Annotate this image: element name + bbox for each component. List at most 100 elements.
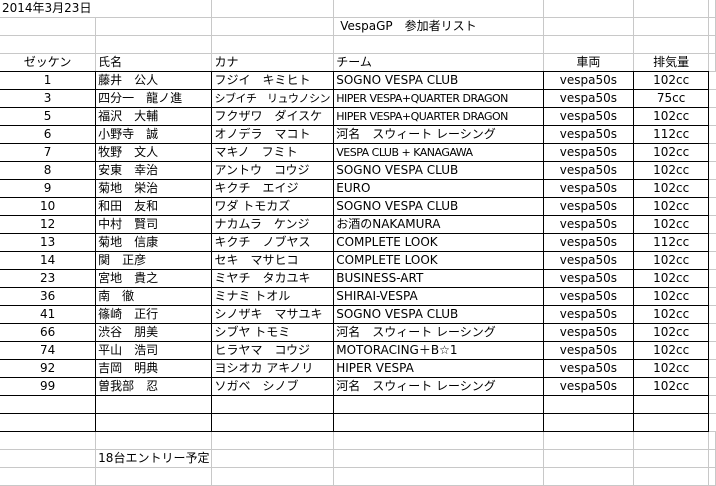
cell[interactable] (632, 35, 710, 54)
cell[interactable] (708, 341, 716, 360)
name-cell[interactable]: 中村 賢司 (95, 215, 213, 234)
team-cell[interactable]: VESPA CLUB + KANAGAWA (333, 143, 544, 162)
displacement-cell[interactable]: 102cc (632, 323, 710, 342)
cell[interactable] (0, 17, 97, 36)
displacement-cell[interactable]: 102cc (632, 179, 710, 198)
kana-cell[interactable]: ヒラヤマ コウジ (211, 341, 335, 360)
displacement-cell[interactable]: 102cc (632, 341, 710, 360)
team-cell[interactable]: SOGNO VESPA CLUB (333, 197, 544, 216)
number-cell[interactable]: 13 (0, 233, 97, 252)
vehicle-cell[interactable]: vespa50s (542, 233, 635, 252)
footer-note[interactable]: 18台エントリー予定 (95, 449, 213, 468)
kana-cell[interactable]: キクチ エイジ (211, 179, 335, 198)
name-cell[interactable]: 宮地 貴之 (95, 269, 213, 288)
cell[interactable] (211, 413, 335, 432)
team-cell[interactable]: HIPER VESPA+QUARTER DRAGON (333, 89, 544, 108)
team-cell[interactable]: 河名 スウィート レーシング (333, 125, 544, 144)
cell[interactable] (0, 35, 97, 54)
cell[interactable] (708, 107, 716, 126)
number-cell[interactable]: 12 (0, 215, 97, 234)
cell[interactable] (708, 269, 716, 288)
team-cell[interactable]: MOTORACING＋B☆1 (333, 341, 544, 360)
team-cell[interactable]: BUSINESS-ART (333, 269, 544, 288)
vehicle-cell[interactable]: vespa50s (542, 161, 635, 180)
displacement-cell[interactable]: 102cc (632, 305, 710, 324)
name-cell[interactable]: 牧野 文人 (95, 143, 213, 162)
number-cell[interactable]: 9 (0, 179, 97, 198)
displacement-cell[interactable]: 102cc (632, 377, 710, 396)
number-cell[interactable]: 41 (0, 305, 97, 324)
name-cell[interactable]: 福沢 大輔 (95, 107, 213, 126)
kana-cell[interactable]: フジイ キミヒト (211, 71, 335, 90)
cell[interactable] (95, 17, 213, 36)
cell[interactable] (708, 467, 716, 486)
cell[interactable] (211, 467, 335, 486)
cell[interactable] (0, 413, 97, 432)
number-cell[interactable]: 99 (0, 377, 97, 396)
cell[interactable] (211, 17, 335, 36)
cell[interactable] (333, 395, 544, 414)
displacement-cell[interactable]: 102cc (632, 197, 710, 216)
number-cell[interactable]: 10 (0, 197, 97, 216)
vehicle-cell[interactable]: vespa50s (542, 71, 635, 90)
team-cell[interactable]: SOGNO VESPA CLUB (333, 305, 544, 324)
cell[interactable] (708, 179, 716, 198)
name-cell[interactable]: 平山 浩司 (95, 341, 213, 360)
cell[interactable] (708, 377, 716, 396)
number-cell[interactable]: 8 (0, 161, 97, 180)
cell[interactable] (708, 215, 716, 234)
displacement-cell[interactable]: 75cc (632, 89, 710, 108)
cell[interactable] (708, 0, 716, 18)
name-cell[interactable]: 渋谷 朋美 (95, 323, 213, 342)
cell[interactable] (632, 413, 710, 432)
number-cell[interactable]: 5 (0, 107, 97, 126)
team-cell[interactable]: お酒のNAKAMURA (333, 215, 544, 234)
cell[interactable] (708, 233, 716, 252)
cell[interactable] (211, 431, 335, 450)
vehicle-cell[interactable]: vespa50s (542, 359, 635, 378)
header-team[interactable]: チーム (333, 53, 544, 72)
name-cell[interactable]: 篠崎 正行 (95, 305, 213, 324)
kana-cell[interactable]: オノデラ マコト (211, 125, 335, 144)
kana-cell[interactable]: フクザワ ダイスケ (211, 107, 335, 126)
cell[interactable] (708, 431, 716, 450)
name-cell[interactable]: 四分一 龍ノ進 (95, 89, 213, 108)
cell[interactable] (333, 413, 544, 432)
displacement-cell[interactable]: 102cc (632, 71, 710, 90)
cell[interactable] (708, 89, 716, 108)
number-cell[interactable]: 6 (0, 125, 97, 144)
cell[interactable] (333, 449, 544, 468)
cell[interactable] (542, 413, 635, 432)
cell[interactable] (0, 395, 97, 414)
name-cell[interactable]: 安東 幸治 (95, 161, 213, 180)
cell[interactable] (542, 449, 635, 468)
team-cell[interactable]: 河名 スウィート レーシング (333, 377, 544, 396)
cell[interactable] (708, 35, 716, 54)
vehicle-cell[interactable]: vespa50s (542, 305, 635, 324)
number-cell[interactable]: 7 (0, 143, 97, 162)
kana-cell[interactable]: ミヤチ タカユキ (211, 269, 335, 288)
team-cell[interactable]: SOGNO VESPA CLUB (333, 161, 544, 180)
cell[interactable] (708, 323, 716, 342)
displacement-cell[interactable]: 112cc (632, 233, 710, 252)
displacement-cell[interactable]: 102cc (632, 269, 710, 288)
vehicle-cell[interactable]: vespa50s (542, 377, 635, 396)
cell[interactable] (0, 467, 97, 486)
name-cell[interactable]: 曽我部 忍 (95, 377, 213, 396)
team-cell[interactable]: EURO (333, 179, 544, 198)
vehicle-cell[interactable]: vespa50s (542, 341, 635, 360)
cell[interactable] (708, 413, 716, 432)
vehicle-cell[interactable]: vespa50s (542, 197, 635, 216)
name-cell[interactable]: 菊地 信康 (95, 233, 213, 252)
kana-cell[interactable]: シブヤ トモミ (211, 323, 335, 342)
number-cell[interactable]: 23 (0, 269, 97, 288)
displacement-cell[interactable]: 102cc (632, 287, 710, 306)
cell[interactable] (95, 467, 213, 486)
cell[interactable] (95, 35, 213, 54)
team-cell[interactable]: HIPER VESPA (333, 359, 544, 378)
team-cell[interactable]: HIPER VESPA+QUARTER DRAGON (333, 107, 544, 126)
header-kana[interactable]: カナ (211, 53, 335, 72)
displacement-cell[interactable]: 102cc (632, 107, 710, 126)
cell[interactable] (708, 71, 716, 90)
name-cell[interactable]: 吉岡 明典 (95, 359, 213, 378)
